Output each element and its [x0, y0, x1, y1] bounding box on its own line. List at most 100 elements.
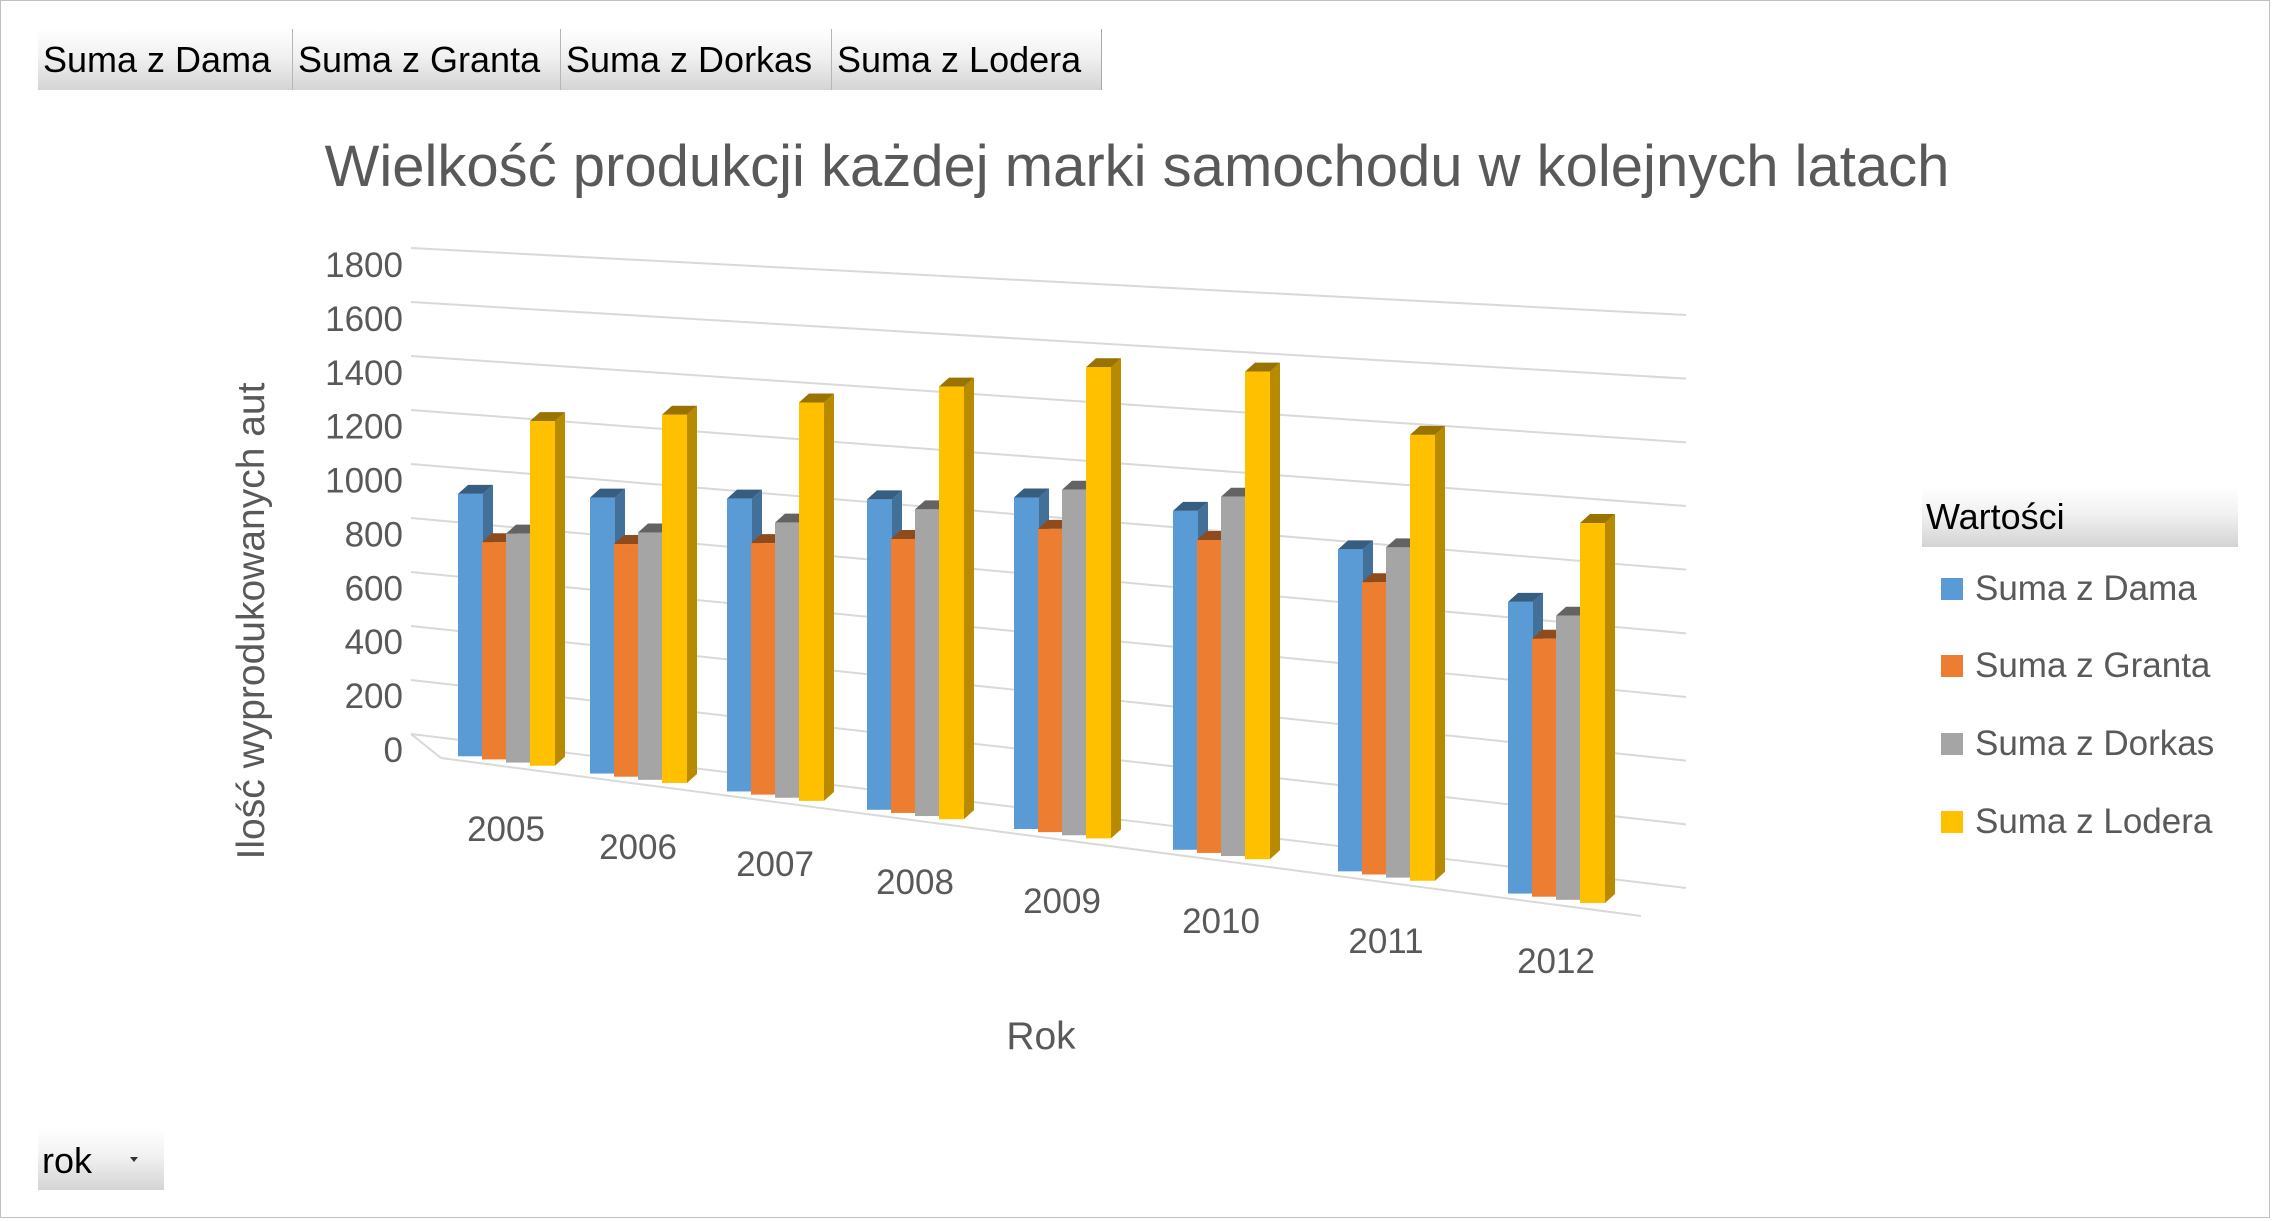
legend-label-dama: Suma z Dama: [1975, 569, 2197, 608]
x-tick-label-2007: 2007: [736, 845, 814, 884]
legend-swatch-dorkas: [1941, 733, 1963, 755]
bar-suma-z-granta-2008: [891, 538, 916, 813]
field-button-dama[interactable]: Suma z Dama: [38, 29, 293, 90]
bar-suma-z-granta-2010: [1197, 539, 1222, 853]
bar-suma-z-dama-2010: [1173, 510, 1198, 850]
bar-top-suma-z-lodera-2010: [1245, 362, 1280, 372]
legend-item-dama: Suma z Dama: [1941, 569, 2197, 609]
bar-top-suma-z-dama-2007: [727, 489, 762, 499]
x-tick-label-2009: 2009: [1023, 882, 1101, 921]
bar-suma-z-lodera-2009: [1086, 367, 1111, 839]
legend-swatch-dama: [1941, 578, 1963, 600]
legend-label-granta: Suma z Granta: [1975, 646, 2211, 685]
x-tick-label-2012: 2012: [1517, 942, 1595, 981]
bar-suma-z-dama-2005: [458, 493, 483, 757]
rok-filter-label: rok: [42, 1140, 93, 1181]
bar-side-suma-z-lodera-2008: [964, 377, 974, 820]
chart-title: Wielkość produkcji każdej marki samochod…: [324, 134, 1950, 199]
bar-top-suma-z-lodera-2005: [530, 412, 565, 422]
gridline-1600: [410, 301, 1687, 380]
bar-suma-z-granta-2005: [482, 542, 507, 760]
y-tick-label-1200: 1200: [325, 408, 403, 447]
bar-top-suma-z-lodera-2012: [1580, 514, 1615, 524]
bar-suma-z-dorkas-2010: [1221, 496, 1246, 857]
y-tick-label-1000: 1000: [325, 462, 403, 501]
bar-suma-z-dorkas-2011: [1386, 547, 1411, 878]
bar-side-suma-z-lodera-2012: [1605, 514, 1615, 903]
legend: Wartości Suma z Dama Suma z Granta Suma …: [1922, 486, 2238, 841]
legend-item-lodera: Suma z Lodera: [1941, 802, 2212, 842]
bar-top-suma-z-dama-2009: [1014, 488, 1049, 498]
bar-suma-z-lodera-2012: [1580, 523, 1605, 903]
y-tick-label-0: 0: [384, 731, 403, 770]
field-button-dorkas[interactable]: Suma z Dorkas: [561, 29, 832, 90]
y-axis-title: Ilość wyprodukowanych aut: [230, 382, 273, 859]
x-tick-label-2011: 2011: [1348, 922, 1423, 961]
legend-swatch-granta: [1941, 655, 1963, 677]
bar-suma-z-dama-2007: [727, 498, 752, 792]
bar-top-suma-z-lodera-2008: [939, 377, 974, 387]
bar-top-suma-z-dama-2011: [1338, 540, 1373, 550]
floor-left-edge: [410, 733, 442, 759]
gridline-1200: [410, 409, 1687, 507]
bar-suma-z-granta-2012: [1532, 638, 1557, 897]
bar-suma-z-dorkas-2005: [506, 533, 531, 763]
bar-suma-z-lodera-2007: [799, 402, 824, 801]
x-tick-label-2008: 2008: [876, 863, 954, 902]
x-axis-title: Rok: [1006, 1015, 1076, 1058]
bar-suma-z-lodera-2008: [939, 386, 964, 820]
bar-top-suma-z-dama-2008: [867, 490, 902, 500]
bar-side-suma-z-lodera-2005: [555, 412, 565, 766]
legend-header-button[interactable]: Wartości: [1922, 486, 2238, 547]
bar-suma-z-dorkas-2007: [775, 522, 800, 798]
y-tick-label-1600: 1600: [325, 300, 403, 339]
floor-front-edge: [440, 757, 1642, 917]
y-tick-label-800: 800: [345, 515, 403, 554]
bar-suma-z-dama-2008: [867, 499, 892, 810]
bar-side-suma-z-lodera-2009: [1111, 358, 1121, 839]
bar-top-suma-z-dama-2006: [590, 488, 625, 498]
y-tick-label-1800: 1800: [325, 246, 403, 285]
bar-side-suma-z-lodera-2011: [1435, 425, 1445, 881]
field-button-lodera[interactable]: Suma z Lodera: [832, 29, 1102, 90]
value-field-buttons: Suma z Dama Suma z Granta Suma z Dorkas …: [38, 29, 1102, 90]
legend-swatch-lodera: [1941, 811, 1963, 833]
bar-top-suma-z-lodera-2006: [662, 405, 697, 415]
y-tick-label-1400: 1400: [325, 354, 403, 393]
legend-label-dorkas: Suma z Dorkas: [1975, 724, 2215, 763]
bar-suma-z-dama-2006: [590, 497, 615, 774]
bar-suma-z-dama-2012: [1508, 601, 1533, 894]
bar-side-suma-z-lodera-2010: [1270, 362, 1280, 860]
bar-suma-z-dorkas-2009: [1062, 489, 1087, 836]
bar-top-suma-z-dama-2005: [458, 484, 493, 494]
bar-top-suma-z-dama-2012: [1508, 592, 1543, 602]
bar-side-suma-z-lodera-2007: [824, 393, 834, 801]
bar-top-suma-z-lodera-2007: [799, 393, 834, 403]
bar-top-suma-z-dama-2010: [1173, 501, 1208, 511]
legend-item-dorkas: Suma z Dorkas: [1941, 724, 2214, 764]
gridline-1400: [410, 355, 1687, 444]
x-tick-label-2005: 2005: [467, 810, 545, 849]
bar-suma-z-dama-2011: [1338, 549, 1363, 872]
bar-suma-z-granta-2006: [614, 544, 639, 777]
field-button-granta[interactable]: Suma z Granta: [293, 29, 561, 90]
bar-suma-z-lodera-2006: [662, 414, 687, 783]
bar-suma-z-granta-2007: [751, 543, 776, 795]
bar-suma-z-dama-2009: [1014, 497, 1039, 829]
dropdown-arrow-icon[interactable]: [130, 1157, 138, 1162]
y-tick-label-600: 600: [345, 569, 403, 608]
bar-suma-z-granta-2009: [1038, 528, 1063, 833]
bar-suma-z-dorkas-2006: [638, 532, 663, 780]
legend-item-granta: Suma z Granta: [1941, 646, 2210, 686]
bar-side-suma-z-lodera-2006: [687, 405, 697, 783]
bar-top-suma-z-lodera-2011: [1410, 425, 1445, 435]
bar-top-suma-z-lodera-2009: [1086, 358, 1121, 368]
gridline-1800: [410, 247, 1687, 316]
y-tick-label-200: 200: [345, 677, 403, 716]
rok-filter-button[interactable]: rok: [38, 1129, 164, 1190]
bar-suma-z-dorkas-2012: [1556, 615, 1581, 900]
x-tick-label-2010: 2010: [1182, 902, 1260, 941]
bar-suma-z-lodera-2010: [1245, 371, 1270, 860]
